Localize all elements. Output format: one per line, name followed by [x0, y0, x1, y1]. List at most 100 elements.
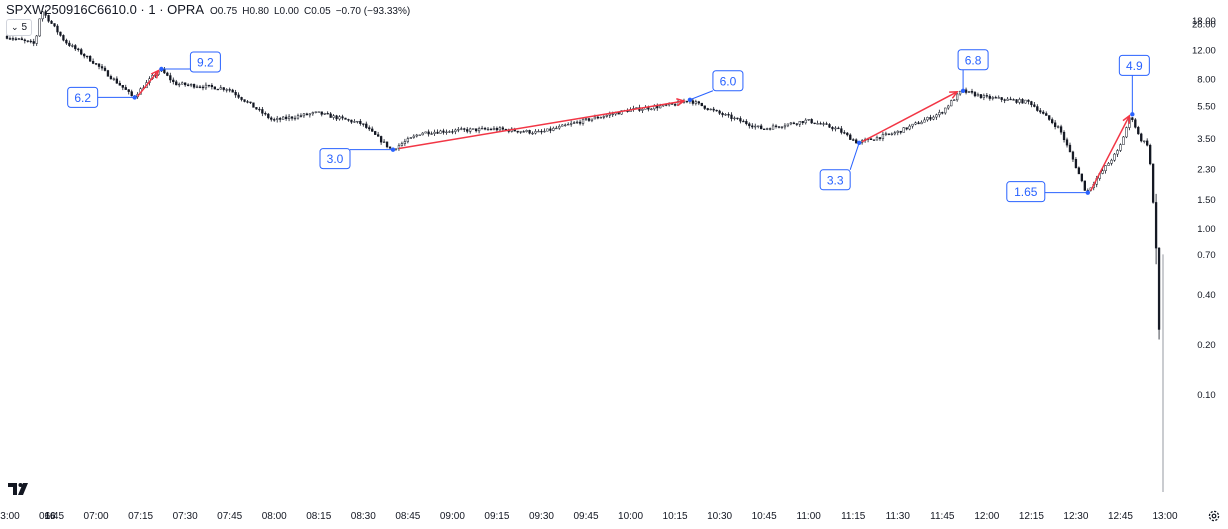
candle-body: [240, 97, 243, 100]
candle-body: [353, 121, 356, 123]
candle-body: [189, 84, 193, 86]
candle-body: [371, 128, 374, 132]
time-tick-label: 12:30: [1063, 511, 1088, 522]
gear-icon[interactable]: [1207, 509, 1221, 523]
candle-body: [492, 128, 496, 130]
arrows-layer: [137, 69, 1131, 191]
candle-body: [249, 101, 252, 104]
candle-body: [5, 36, 9, 39]
candle-body: [118, 82, 121, 86]
trend-arrow-line[interactable]: [861, 91, 958, 143]
price-callout-box[interactable]: [67, 86, 99, 108]
candle-body: [819, 123, 822, 125]
price-callout-label: 3.3: [827, 173, 844, 187]
candle-body: [804, 119, 807, 124]
price-callout-box[interactable]: [1118, 54, 1150, 76]
price-callout-box[interactable]: [957, 49, 989, 71]
candle-body: [385, 141, 389, 148]
candle-body: [296, 115, 300, 119]
candle-body: [540, 130, 543, 133]
price-callout-label: 3.0: [327, 152, 344, 166]
candle-body: [448, 131, 451, 133]
price-callout-box[interactable]: [189, 51, 221, 73]
candle-body: [567, 124, 570, 126]
candle-body: [905, 127, 908, 130]
candle-body: [694, 101, 698, 104]
candle-body: [204, 84, 208, 89]
candle-body: [88, 56, 92, 62]
candle-body: [457, 129, 460, 131]
time-tick-label: 07:45: [217, 511, 242, 522]
candle-body: [314, 111, 317, 113]
symbol-title[interactable]: SPXW250916C6610.0 · 1 · OPRA: [6, 2, 204, 17]
price-callout-box[interactable]: [319, 148, 351, 170]
trend-arrow-head: [949, 91, 959, 99]
candle-body: [1104, 165, 1107, 171]
candle-body: [923, 119, 926, 123]
trend-arrow-line[interactable]: [1090, 115, 1131, 191]
high-label: H: [242, 6, 250, 17]
candle-body: [317, 111, 320, 113]
price-callout-label: 1.65: [1014, 185, 1038, 199]
time-tick-label: 08:00: [262, 511, 287, 522]
candle-body: [112, 78, 116, 80]
candle-body: [1021, 99, 1024, 104]
candle-body: [56, 25, 59, 33]
collapse-indicators-button[interactable]: ⌄ 5: [6, 19, 33, 36]
candle-body: [546, 128, 549, 132]
candle-body: [537, 130, 540, 133]
candle-body: [97, 63, 101, 67]
candle-body: [175, 81, 178, 86]
candle-body: [786, 123, 790, 127]
trend-arrow-line[interactable]: [137, 70, 160, 97]
time-tick-label: 08:45: [395, 511, 420, 522]
candle-body: [258, 108, 261, 111]
candle-body: [570, 123, 573, 125]
candle-body: [771, 125, 775, 130]
candle-body: [555, 127, 558, 130]
candle-body: [1110, 159, 1113, 164]
candle-body: [474, 128, 478, 132]
candle-body: [822, 123, 825, 125]
candle-body: [293, 117, 297, 120]
callout-anchor-dot: [390, 147, 396, 152]
candle-body: [795, 123, 798, 125]
candle-body: [1009, 98, 1012, 101]
candle-body: [466, 129, 469, 132]
candle-body: [988, 95, 991, 99]
candle-body: [748, 123, 751, 127]
candle-body: [1122, 136, 1125, 145]
candle-body: [178, 83, 181, 86]
candle-body: [308, 113, 312, 116]
candle-body: [65, 39, 68, 44]
candle-body: [869, 138, 873, 140]
low-label: L: [273, 6, 280, 17]
candle-body: [733, 117, 736, 120]
candle-body: [825, 123, 828, 125]
candle-body: [1065, 139, 1069, 146]
candle-body: [1074, 159, 1078, 169]
price-callout-box[interactable]: [819, 169, 851, 191]
candle-body: [1036, 106, 1039, 111]
candle-body: [572, 122, 576, 124]
candle-body: [760, 125, 763, 130]
candle-body: [700, 102, 703, 107]
callout-connector: [689, 90, 714, 101]
candle-body: [837, 127, 840, 130]
candle-body: [1042, 111, 1045, 114]
candle-body: [1131, 117, 1134, 120]
candle-body: [207, 84, 211, 87]
candle-body: [739, 118, 742, 122]
candle-body: [721, 113, 724, 116]
open-value: 0.75: [217, 6, 238, 17]
candle-body: [186, 84, 190, 86]
trend-arrow-line[interactable]: [398, 100, 685, 150]
price-callout-box[interactable]: [712, 70, 744, 92]
time-tick-label: 12:45: [1108, 511, 1133, 522]
price-callout-box[interactable]: [1006, 181, 1046, 203]
candle-body: [552, 127, 555, 131]
candle-body: [26, 40, 29, 42]
